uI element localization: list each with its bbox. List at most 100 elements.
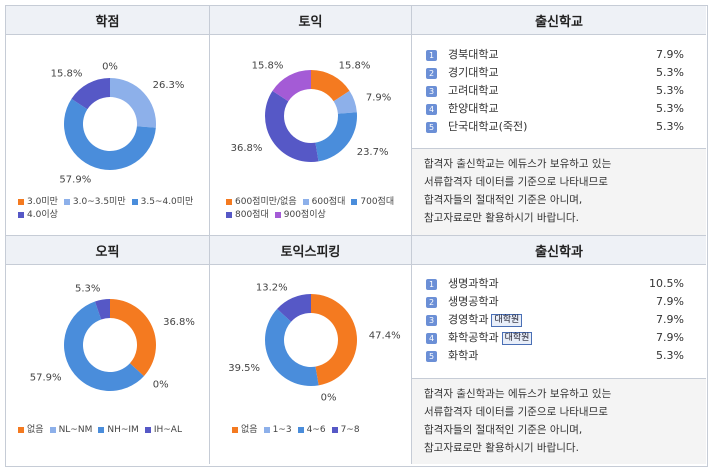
rank-number: 3 [426,86,437,97]
major-percent: 5.3% [656,349,684,362]
major-percent: 10.5% [649,277,684,290]
school-percent: 5.3% [656,120,684,133]
panel-title-opic: 오픽 [6,236,209,265]
legend-item: 3.0미만 [18,196,58,209]
legend-label: 600점미만/없음 [235,197,297,207]
pie-slice [311,70,350,102]
rank-number: 5 [426,122,437,133]
legend-label: 7~8 [340,425,360,435]
major-percent: 7.9% [656,313,684,326]
pie-slice [277,294,311,322]
school-name: 단국대학교(죽전) [448,120,528,133]
rank-number: 5 [426,351,437,362]
list-item: 5 단국대학교(죽전) 5.3% [426,118,684,136]
slice-label: 39.5% [228,363,260,374]
legend-swatch [63,198,70,205]
legend-swatch [331,426,338,433]
legend-label: 900점이상 [283,210,326,220]
pie-slice [265,308,319,386]
gpa-legend: 3.0미만 3.0~3.5미만 3.5~4.0미만 4.0이상 [18,196,203,222]
legend-item: 600점미만/없음 [226,196,297,209]
pie-slice [63,301,144,391]
note-line: 서류합격자 데이터를 기준으로 나타내므로 [424,406,608,418]
pie-slice [311,294,357,386]
list-item: 2 경기대학교 5.3% [426,64,684,82]
school-percent: 5.3% [656,84,684,97]
legend-item: 4~6 [297,424,326,437]
school-name: 경북대학교 [448,48,499,61]
legend-swatch [49,426,56,433]
panel-title-major: 출신학과 [412,236,706,265]
school-note: 합격자 출신학교는 에듀스가 보유하고 있는 서류합격자 데이터를 기준으로 나… [412,148,706,235]
graduate-school-badge: 대학원 [491,313,523,327]
major-percent: 7.9% [656,331,684,344]
legend-item: 700점대 [351,196,394,209]
major-name: 화학과 [448,347,478,365]
major-name-text: 화학과 [448,349,479,362]
legend-label: 3.0~3.5미만 [72,197,126,207]
list-item: 3 경영학과 대학원 7.9% [426,311,684,329]
school-name: 고려대학교 [448,84,499,97]
note-line: 합격자들의 절대적인 기준은 아니며, [424,194,583,206]
list-item: 1 경북대학교 7.9% [426,46,684,64]
legend-item: 없음 [232,424,258,437]
school-ranking-list: 1 경북대학교 7.9% 2 경기대학교 5.3% 3 고려대학교 5.3% 4 한양대학교 5… [426,46,684,136]
legend-label: 3.0미만 [27,197,58,207]
legend-item: NH~IM [98,424,139,437]
note-line: 참고자료로만 활용하시기 바랍니다. [424,442,579,454]
list-item: 4 화학공학과 대학원 7.9% [426,329,684,347]
graduate-school-badge: 대학원 [501,331,533,345]
legend-label: 3.5~4.0미만 [140,197,194,207]
legend-swatch [18,211,24,218]
pie-slice [265,90,319,162]
slice-label: 36.8% [163,317,195,328]
legend-swatch [351,198,358,205]
legend-item: IH~AL [144,424,182,437]
legend-label: 없음 [241,425,258,435]
legend-swatch [226,198,232,205]
legend-swatch [131,198,138,205]
major-name-text: 화학공학과 [448,331,499,344]
school-percent: 5.3% [656,66,684,79]
note-line: 합격자 출신학교는 에듀스가 보유하고 있는 [424,158,612,170]
rank-number: 1 [426,50,437,61]
toeic-speaking-legend: 없음 1~3 4~6 7~8 [232,424,407,437]
legend-swatch [98,426,105,433]
panel-title-gpa: 학점 [6,6,209,35]
major-note: 합격자 출신학과는 에듀스가 보유하고 있는 서류합격자 데이터를 기준으로 나… [412,378,706,464]
slice-label: 0% [321,393,337,404]
divider [6,235,706,236]
legend-item: 7~8 [331,424,360,437]
slice-label: 57.9% [30,372,62,383]
note-line: 합격자 출신학과는 에듀스가 보유하고 있는 [424,388,612,400]
major-name: 화학공학과 대학원 [448,329,533,347]
legend-swatch [302,198,309,205]
pie-slice [315,112,357,162]
pie-slice [110,78,156,128]
pie-slice [110,299,157,377]
slice-label: 36.8% [231,143,263,154]
list-item: 2 생명공학과 7.9% [426,293,684,311]
slice-label: 15.8% [252,60,284,71]
slice-label: 13.2% [256,282,288,293]
slice-label: 7.9% [366,93,391,104]
panel-title-toeic-speaking: 토익스피킹 [210,236,411,265]
rank-number: 4 [426,333,437,344]
legend-label: 800점대 [235,210,269,220]
pie-slice [272,70,311,102]
rank-number: 3 [426,315,437,326]
rank-number: 1 [426,279,437,290]
pie-slice [64,98,156,170]
legend-label: 4~6 [306,425,326,435]
list-item: 4 한양대학교 5.3% [426,100,684,118]
legend-swatch [232,426,238,433]
legend-label: 600점대 [311,197,346,207]
legend-label: NL~NM [58,425,93,435]
school-percent: 5.3% [656,102,684,115]
legend-item: 없음 [18,424,44,437]
slice-label: 15.8% [339,60,371,71]
pie-slice [71,78,110,110]
legend-swatch [144,426,151,433]
